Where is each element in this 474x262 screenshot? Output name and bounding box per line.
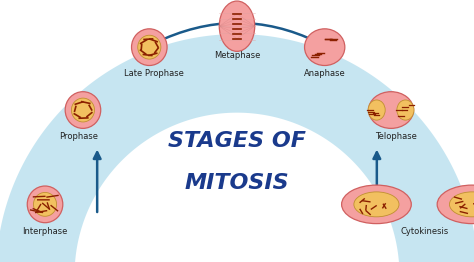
Ellipse shape (342, 185, 411, 224)
Ellipse shape (304, 29, 345, 66)
Ellipse shape (72, 98, 94, 122)
Polygon shape (0, 34, 474, 262)
Ellipse shape (219, 1, 255, 51)
Text: Interphase: Interphase (22, 227, 68, 236)
Text: Prophase: Prophase (59, 132, 98, 141)
Text: Late Prophase: Late Prophase (124, 69, 184, 78)
Text: STAGES OF: STAGES OF (168, 132, 306, 151)
Text: Telophase: Telophase (375, 132, 417, 141)
Ellipse shape (34, 192, 56, 216)
Ellipse shape (131, 29, 167, 66)
Text: Anaphase: Anaphase (304, 69, 346, 78)
Ellipse shape (368, 100, 385, 120)
Text: MITOSIS: MITOSIS (185, 173, 289, 193)
Ellipse shape (368, 92, 413, 128)
Ellipse shape (354, 192, 399, 217)
Ellipse shape (65, 92, 100, 128)
Ellipse shape (27, 186, 63, 223)
Ellipse shape (437, 185, 474, 224)
Ellipse shape (397, 100, 414, 120)
Text: Metaphase: Metaphase (214, 51, 260, 60)
Ellipse shape (138, 35, 161, 59)
Text: Cytokinesis: Cytokinesis (400, 227, 448, 236)
Ellipse shape (449, 192, 474, 217)
